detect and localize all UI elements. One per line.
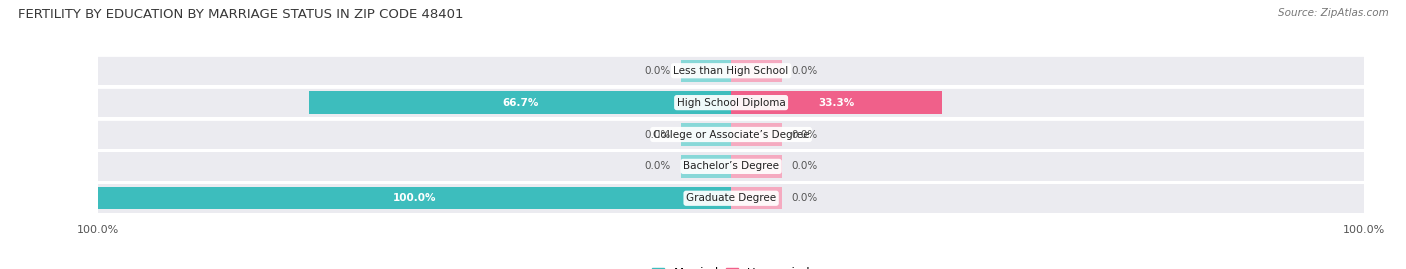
Bar: [731, 187, 782, 210]
Bar: [309, 91, 731, 114]
Text: High School Diploma: High School Diploma: [676, 98, 786, 108]
Bar: [731, 155, 782, 178]
Text: 0.0%: 0.0%: [645, 66, 671, 76]
Text: Less than High School: Less than High School: [673, 66, 789, 76]
Text: 0.0%: 0.0%: [792, 66, 817, 76]
Bar: [98, 152, 1364, 181]
Bar: [98, 56, 1364, 85]
Text: 33.3%: 33.3%: [818, 98, 855, 108]
Text: 0.0%: 0.0%: [792, 161, 817, 171]
Bar: [98, 184, 1364, 213]
Text: 100.0%: 100.0%: [394, 193, 436, 203]
Bar: [681, 59, 731, 82]
Bar: [98, 120, 1364, 149]
Bar: [681, 123, 731, 146]
Text: 0.0%: 0.0%: [645, 129, 671, 140]
Text: 66.7%: 66.7%: [502, 98, 538, 108]
Text: Graduate Degree: Graduate Degree: [686, 193, 776, 203]
Bar: [98, 187, 731, 210]
Text: 0.0%: 0.0%: [792, 129, 817, 140]
Text: FERTILITY BY EDUCATION BY MARRIAGE STATUS IN ZIP CODE 48401: FERTILITY BY EDUCATION BY MARRIAGE STATU…: [18, 8, 464, 21]
Text: Source: ZipAtlas.com: Source: ZipAtlas.com: [1278, 8, 1389, 18]
Text: Bachelor’s Degree: Bachelor’s Degree: [683, 161, 779, 171]
Text: 0.0%: 0.0%: [792, 193, 817, 203]
Bar: [681, 155, 731, 178]
Bar: [731, 123, 782, 146]
Text: 0.0%: 0.0%: [645, 161, 671, 171]
Bar: [731, 59, 782, 82]
Bar: [98, 88, 1364, 117]
Text: College or Associate’s Degree: College or Associate’s Degree: [652, 129, 810, 140]
Legend: Married, Unmarried: Married, Unmarried: [652, 267, 810, 269]
Bar: [731, 91, 942, 114]
